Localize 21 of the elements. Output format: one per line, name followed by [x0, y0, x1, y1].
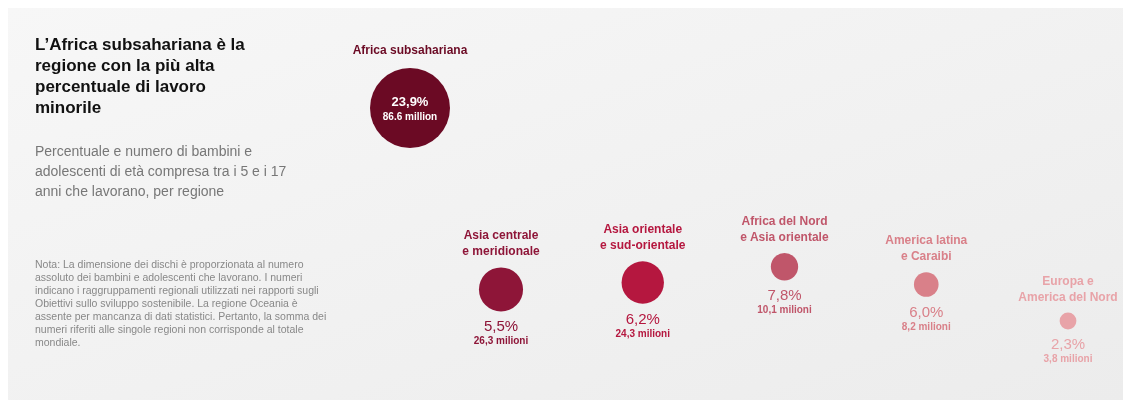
category-label: America latina e Caraibi	[885, 233, 968, 264]
data-label: 3,8 milioni	[1043, 353, 1093, 365]
data-label: 10,1 milioni	[757, 304, 812, 316]
data-label: 8,2 milioni	[901, 320, 951, 332]
text: Percentuale e numero di bambini e adolescenti di età compresa tra i 5 e i 17 anni che lavorano, per regione	[35, 143, 287, 199]
category-label: Asia orientale e sud-orientale	[600, 222, 686, 253]
category-label: Africa subsahariana	[352, 43, 468, 57]
data-label: 2,3%	[1050, 335, 1086, 353]
data-label: 86.6 million	[382, 111, 438, 122]
category-label: Europa e America del Nord	[1018, 273, 1118, 304]
data-label: 24,3 milioni	[615, 327, 671, 339]
data-label: 23,9%	[391, 94, 429, 109]
data-label: 26,3 milioni	[473, 335, 529, 347]
data-label: 7,8%	[767, 286, 802, 304]
text: L’Africa subsahariana è la regione con la più alta percentuale di lavoro minorile	[35, 35, 246, 117]
text: Nota: La dimensione dei dischi è proporzionata al numero assoluto dei bambini e adolescenti che lavorano. I numeri indicano i raggruppamenti regionali utilizzati nei rapporti sugli Obiettivi sullo sviluppo sostenibile. La regione Oceania è assente per mancanza di dati statistici. Pertanto, la somma dei numeri riferiti alle singole regioni non corrisponde al totale mondiale.	[35, 258, 327, 348]
data-label: 6,0%	[909, 302, 944, 320]
category-label: Asia centrale e meridionale	[462, 228, 540, 259]
category-label: Africa del Nord e Asia orientale	[740, 214, 829, 245]
data-label: 6,2%	[625, 309, 660, 327]
data-label: 5,5%	[483, 317, 519, 335]
